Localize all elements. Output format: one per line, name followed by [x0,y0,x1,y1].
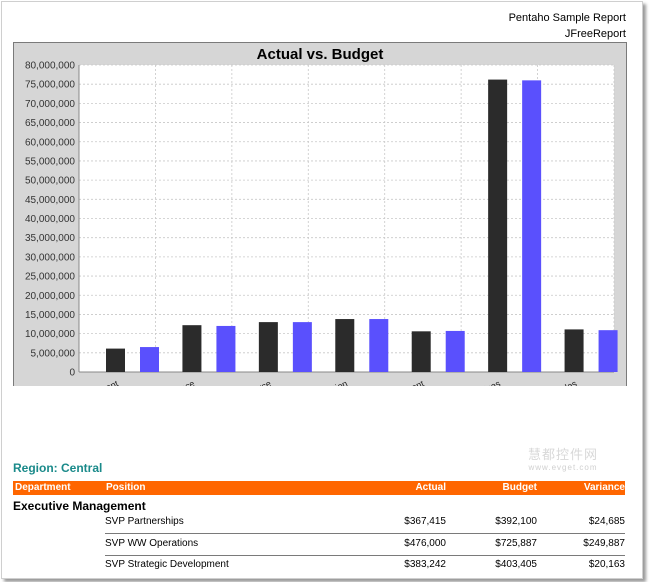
y-tick-label: 15,000,000 [25,310,75,321]
y-tick-label: 70,000,000 [25,99,75,110]
x-tick-label: …ment [89,378,120,386]
y-tick-label: 0 [69,368,75,379]
watermark-text: 慧都控件网 [528,447,599,462]
y-tick-label: 75,000,000 [25,80,75,91]
bar-series-1 [106,348,125,372]
bar-series-1 [182,325,202,372]
bar-series-1 [258,322,278,372]
bar-series-1 [335,319,355,372]
region-title: Region: Central [13,461,103,475]
y-tick-label: 80,000,000 [25,61,75,72]
y-tick-label: 60,000,000 [25,137,75,148]
column-header-budget: Budget [502,482,537,493]
watermark-url: www.evget.com [528,463,598,472]
report-header-engine: JFreeReport [564,28,626,40]
table-row: SVP Partnerships $367,415 $392,100 $24,6… [105,512,625,534]
x-tick-label: …rce [249,378,273,386]
y-tick-label: 50,000,000 [25,176,75,187]
x-tick-label: …ment [395,378,426,386]
row-budget: $403,405 [495,559,537,570]
y-tick-label: 30,000,000 [25,252,75,263]
bar-series-2 [522,80,542,372]
row-position: SVP Strategic Development [105,559,229,570]
bar-series-2 [598,330,618,372]
x-tick-label: …ales [551,378,579,386]
y-tick-label: 35,000,000 [25,233,75,244]
bar-series-2 [369,319,389,372]
table-header: Department Position Actual Budget Varian… [13,481,625,495]
row-actual: $367,415 [404,516,446,527]
row-actual: $383,242 [404,559,446,570]
bar-series-1 [488,79,508,372]
report-header: Pentaho Sample Report JFreeReport [509,10,626,42]
column-header-department: Department [15,482,71,493]
bar-series-2 [216,325,236,372]
row-actual: $476,000 [404,538,446,549]
row-variance: $249,887 [583,538,625,549]
row-variance: $20,163 [588,559,625,570]
department-name: Executive Management [13,499,146,513]
watermark: 慧都控件网 www.evget.com [528,444,598,472]
y-tick-label: 5,000,000 [31,348,76,359]
bar-series-1 [411,331,431,372]
chart-panel: Actual vs. Budget 0 5,000,000 10,000,000 15,… [13,42,627,386]
x-tick-label: …ation [319,378,349,386]
y-tick-label: 10,000,000 [25,329,75,340]
row-variance: $24,685 [588,516,625,527]
bar-series-2 [292,322,312,372]
column-header-position: Position [106,482,146,493]
report-header-title: Pentaho Sample Report [508,12,626,24]
y-tick-label: 25,000,000 [25,272,75,283]
bar-series-1 [564,329,584,372]
y-tick-label: 40,000,000 [25,214,75,225]
row-position: SVP WW Operations [105,538,199,549]
row-budget: $392,100 [495,516,537,527]
bar-chart: Actual vs. Budget 0 5,000,000 10,000,000 15,… [25,46,618,386]
x-tick-label: …ices [475,378,502,386]
x-tick-label: …nce [171,378,197,386]
y-tick-label: 55,000,000 [25,156,75,167]
y-tick-label: 65,000,000 [25,118,75,129]
bar-series-2 [140,347,159,372]
y-tick-label: 20,000,000 [25,291,75,302]
chart-title: Actual vs. Budget [257,46,384,63]
y-tick-label: 45,000,000 [25,195,75,206]
column-header-actual: Actual [415,482,446,493]
row-position: SVP Partnerships [105,516,184,527]
column-header-variance: Variance [583,482,625,493]
table-row: SVP WW Operations $476,000 $725,887 $249… [105,534,625,556]
row-budget: $725,887 [495,538,537,549]
bar-series-2 [445,330,465,372]
table-row: SVP Strategic Development $383,242 $403,… [105,555,625,576]
